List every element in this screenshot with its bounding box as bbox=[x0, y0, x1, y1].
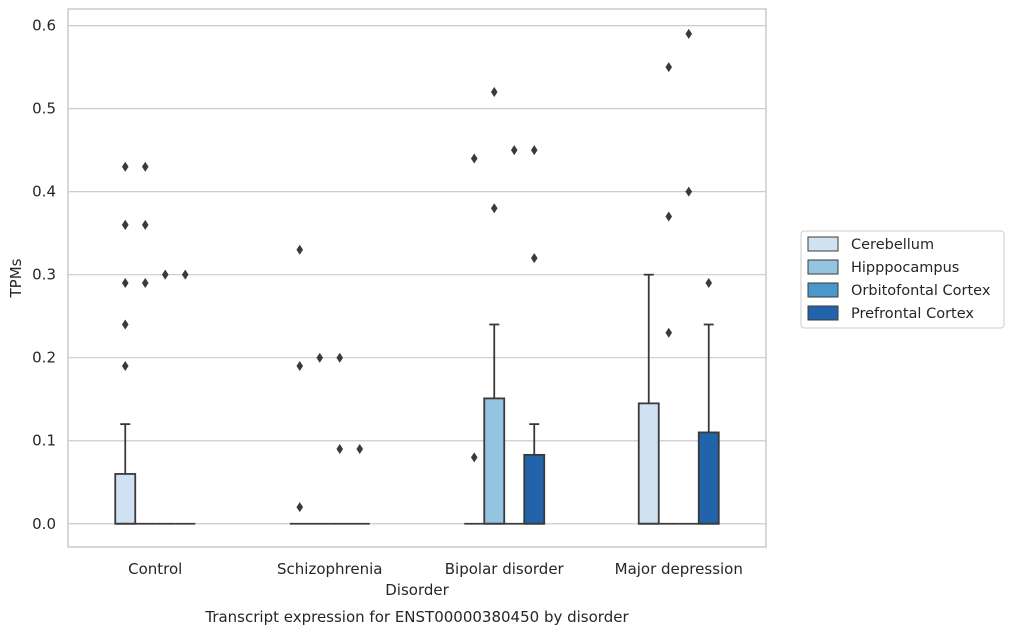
outlier-point bbox=[121, 219, 129, 230]
legend-label: Hipppocampus bbox=[851, 260, 959, 276]
box-iqr bbox=[697, 431, 720, 525]
y-tick-label: 0.6 bbox=[32, 17, 56, 35]
legend: Cerebellum Hipppocampus Orbitofontal Corte… bbox=[800, 230, 1005, 329]
y-axis-label: TPMs bbox=[7, 258, 25, 298]
box-2-3 bbox=[483, 323, 506, 525]
x-tick-label: Major depression bbox=[615, 560, 743, 578]
outlier-point bbox=[665, 327, 673, 338]
grid-layer bbox=[68, 25, 766, 525]
outlier-point bbox=[665, 62, 673, 73]
legend-label: Prefrontal Cortex bbox=[851, 306, 974, 322]
outlier-point bbox=[356, 444, 364, 455]
y-tick-label: 0.1 bbox=[32, 432, 56, 450]
y-tick-label: 0.2 bbox=[32, 349, 56, 367]
box-1-4 bbox=[637, 273, 660, 525]
y-tick-label: 0.5 bbox=[32, 100, 56, 118]
outlier-point bbox=[705, 277, 713, 288]
outlier-point bbox=[296, 502, 304, 513]
box-iqr bbox=[114, 473, 137, 525]
x-tick-label: Bipolar disorder bbox=[445, 560, 565, 578]
outlier-point bbox=[490, 203, 498, 214]
box-iqr bbox=[637, 402, 660, 525]
box-iqr bbox=[523, 453, 546, 525]
outlier-point bbox=[141, 277, 149, 288]
outlier-point bbox=[336, 444, 344, 455]
legend-swatch bbox=[807, 236, 839, 252]
outlier-point bbox=[470, 153, 478, 164]
outlier-point bbox=[530, 253, 538, 264]
outlier-point bbox=[530, 145, 538, 156]
box-iqr bbox=[483, 397, 506, 525]
outlier-point bbox=[141, 161, 149, 172]
outlier-point bbox=[316, 352, 324, 363]
chart-caption: Transcript expression for ENST0000038045… bbox=[204, 608, 629, 626]
box-4-3 bbox=[523, 423, 546, 525]
y-tick-label: 0.0 bbox=[32, 515, 56, 533]
outlier-point bbox=[336, 352, 344, 363]
legend-label: Cerebellum bbox=[851, 237, 934, 253]
outlier-point bbox=[470, 452, 478, 463]
x-tick-labels: Control Schizophrenia Bipolar disorder Majo… bbox=[128, 560, 743, 578]
legend-swatch bbox=[807, 282, 839, 298]
outlier-point bbox=[665, 211, 673, 222]
box-1-1 bbox=[114, 423, 137, 525]
outlier-point bbox=[121, 361, 129, 372]
legend-label: Orbitofontal Cortex bbox=[851, 283, 991, 299]
legend-swatch bbox=[807, 259, 839, 275]
outlier-point bbox=[510, 145, 518, 156]
y-tick-label: 0.3 bbox=[32, 266, 56, 284]
outlier-point bbox=[161, 269, 169, 280]
outlier-point bbox=[121, 319, 129, 330]
legend-swatch bbox=[807, 305, 839, 321]
box-4-4 bbox=[697, 323, 720, 525]
outlier-point bbox=[181, 269, 189, 280]
outlier-point bbox=[121, 161, 129, 172]
x-tick-label: Schizophrenia bbox=[277, 560, 382, 578]
y-tick-label: 0.4 bbox=[32, 183, 56, 201]
plot-frame bbox=[67, 8, 767, 548]
outlier-point bbox=[296, 361, 304, 372]
y-tick-labels: 0.0 0.1 0.2 0.3 0.4 0.5 0.6 bbox=[32, 17, 56, 533]
outlier-point bbox=[121, 277, 129, 288]
x-tick-label: Control bbox=[128, 560, 182, 578]
legend-frame bbox=[800, 230, 1005, 329]
outlier-point bbox=[141, 219, 149, 230]
outlier-layer bbox=[121, 28, 713, 513]
outlier-point bbox=[685, 28, 693, 39]
outlier-point bbox=[685, 186, 693, 197]
outlier-point bbox=[296, 244, 304, 255]
x-axis-label: Disorder bbox=[385, 581, 449, 599]
outlier-point bbox=[490, 87, 498, 98]
box-layer bbox=[114, 273, 720, 525]
